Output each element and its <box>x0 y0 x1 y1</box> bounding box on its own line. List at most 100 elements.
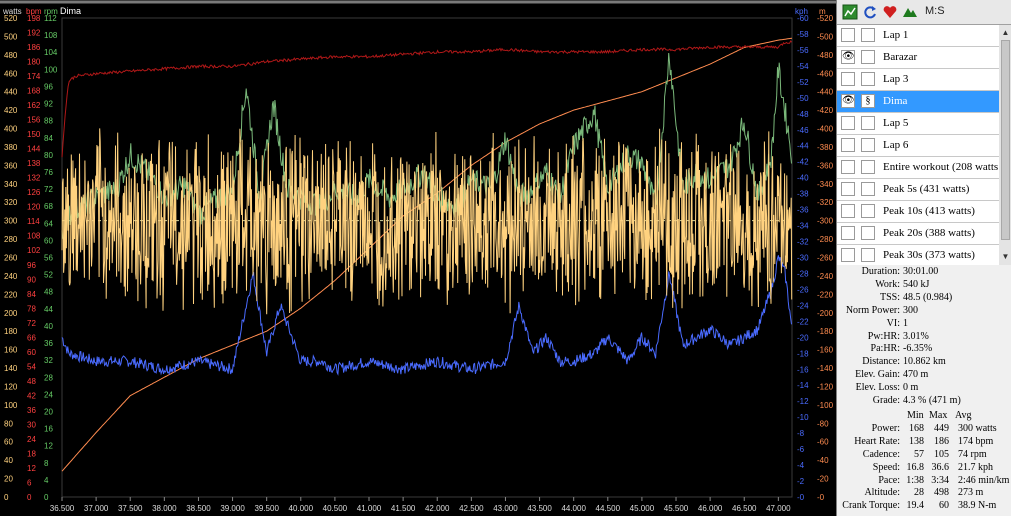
scroll-up-icon[interactable]: ▲ <box>1001 28 1010 37</box>
rider-icon[interactable]: § <box>861 94 875 108</box>
x-tick-label: 45.500 <box>664 504 689 513</box>
tick-label-m: -500 <box>817 32 834 41</box>
tick-label-kph: -22 <box>797 317 809 326</box>
lap-row[interactable]: Lap 1 <box>837 25 999 47</box>
overlay-checkbox[interactable] <box>861 138 875 152</box>
tick-label-kph: -18 <box>797 349 809 358</box>
tick-label-bpm: 186 <box>27 43 41 52</box>
lap-list[interactable]: Lap 1 👁 Barazar Lap 3 👁 § Dima Lap 5 Lap 6 Entire… <box>837 25 999 265</box>
tick-label-m: -480 <box>817 51 834 60</box>
overlay-checkbox[interactable] <box>861 248 875 262</box>
tick-label-kph: -4 <box>797 461 805 470</box>
eye-icon[interactable]: 👁 <box>841 50 855 64</box>
lap-row[interactable]: Lap 5 <box>837 113 999 135</box>
tick-label-bpm: 198 <box>27 14 41 23</box>
overlay-checkbox[interactable] <box>861 28 875 42</box>
tick-label-rpm: 16 <box>44 425 53 434</box>
tick-label-rpm: 24 <box>44 390 53 399</box>
summary-value: 540 kJ <box>903 278 930 290</box>
visibility-checkbox[interactable] <box>841 226 855 240</box>
scrollbar-thumb[interactable] <box>1001 40 1010 240</box>
stats-cell-label: Cadence: <box>862 448 900 460</box>
scroll-down-icon[interactable]: ▼ <box>1001 252 1010 261</box>
visibility-checkbox[interactable] <box>841 138 855 152</box>
tick-label-m: -260 <box>817 254 834 263</box>
tick-label-kph: -0 <box>797 493 805 502</box>
stats-cell-max: 36.6 <box>931 461 950 473</box>
refresh-icon[interactable] <box>861 3 879 21</box>
visibility-checkbox[interactable] <box>841 116 855 130</box>
mountain-icon[interactable] <box>901 3 919 21</box>
eye-icon[interactable]: 👁 <box>841 94 855 108</box>
lap-row[interactable]: Peak 5s (431 watts) <box>837 179 999 201</box>
stats-cell-label: Power: <box>871 422 900 434</box>
visibility-checkbox[interactable] <box>841 248 855 262</box>
visibility-checkbox[interactable] <box>841 28 855 42</box>
overlay-checkbox[interactable] <box>861 182 875 196</box>
chart-svg[interactable]: watts02040608010012014016018020022024026… <box>0 0 836 516</box>
tick-label-watts: 500 <box>4 32 18 41</box>
tick-label-kph: -24 <box>797 301 809 310</box>
lap-label: Lap 6 <box>883 139 909 151</box>
mode-label[interactable]: M:S <box>925 5 945 17</box>
overlay-checkbox[interactable] <box>861 204 875 218</box>
tick-label-watts: 120 <box>4 382 18 391</box>
tick-label-bpm: 108 <box>27 232 41 241</box>
lap-row[interactable]: Peak 20s (388 watts) <box>837 223 999 245</box>
chart-title: Dima <box>60 6 81 16</box>
lap-label: Peak 10s (413 watts) <box>883 205 975 217</box>
lap-row[interactable]: Entire workout (208 watts <box>837 157 999 179</box>
tick-label-m: -20 <box>817 475 829 484</box>
visibility-checkbox[interactable] <box>841 72 855 86</box>
x-tick-label: 37.500 <box>118 504 143 513</box>
overlay-checkbox[interactable] <box>861 226 875 240</box>
visibility-checkbox[interactable] <box>841 160 855 174</box>
lap-row[interactable]: Lap 3 <box>837 69 999 91</box>
tick-label-bpm: 54 <box>27 362 36 371</box>
tick-label-watts: 400 <box>4 125 18 134</box>
tick-label-m: -180 <box>817 327 834 336</box>
tick-label-rpm: 12 <box>44 442 53 451</box>
lap-row[interactable]: Peak 10s (413 watts) <box>837 201 999 223</box>
summary-value: 470 m <box>903 369 929 381</box>
overlay-checkbox[interactable] <box>861 72 875 86</box>
tick-label-watts: 60 <box>4 438 13 447</box>
lap-row[interactable]: Lap 6 <box>837 135 999 157</box>
lap-list-scrollbar[interactable]: ▲ ▼ <box>999 25 1011 265</box>
tick-label-rpm: 84 <box>44 134 53 143</box>
overlay-checkbox[interactable] <box>861 50 875 64</box>
tick-label-watts: 440 <box>4 88 18 97</box>
stats-cell-avg: 74 rpm <box>958 448 987 460</box>
tick-label-kph: -6 <box>797 445 805 454</box>
stats-cell-label: Heart Rate: <box>854 435 900 447</box>
stats-table-row: Speed: 16.8 36.6 21.7 kph <box>837 462 1011 475</box>
overlay-checkbox[interactable] <box>861 160 875 174</box>
x-tick-label: 41.000 <box>357 504 382 513</box>
tick-label-rpm: 76 <box>44 168 53 177</box>
overlay-checkbox[interactable] <box>861 116 875 130</box>
lap-row[interactable]: Peak 30s (373 watts) <box>837 245 999 265</box>
tick-label-watts: 260 <box>4 254 18 263</box>
tick-label-kph: -2 <box>797 477 805 486</box>
visibility-checkbox[interactable] <box>841 204 855 218</box>
summary-row: Pw:HR: 3.01% <box>837 331 1011 344</box>
chart-panel[interactable]: watts 0 20 40 60 80 100 120 140 160 180 200 220 240 26… <box>0 0 836 516</box>
tick-label-kph: -60 <box>797 14 809 23</box>
summary-row: TSS: 48.5 (0.984) <box>837 292 1011 305</box>
tick-label-bpm: 78 <box>27 304 36 313</box>
summary-label: TSS: <box>879 291 900 303</box>
tick-label-bpm: 180 <box>27 58 41 67</box>
lap-row[interactable]: 👁 Barazar <box>837 47 999 69</box>
series-line-heart-rate <box>61 40 793 158</box>
visibility-checkbox[interactable] <box>841 182 855 196</box>
tick-label-kph: -34 <box>797 222 809 231</box>
x-tick-label: 42.500 <box>459 504 484 513</box>
tick-label-bpm: 48 <box>27 377 36 386</box>
summary-label: Duration: <box>861 266 900 277</box>
tick-label-watts: 480 <box>4 51 18 60</box>
lap-row[interactable]: 👁 § Dima <box>837 91 999 113</box>
tick-label-bpm: 66 <box>27 333 36 342</box>
heart-icon[interactable] <box>881 3 899 21</box>
chart-icon[interactable] <box>841 3 859 21</box>
axis-header-bpm: bpm <box>26 7 42 16</box>
